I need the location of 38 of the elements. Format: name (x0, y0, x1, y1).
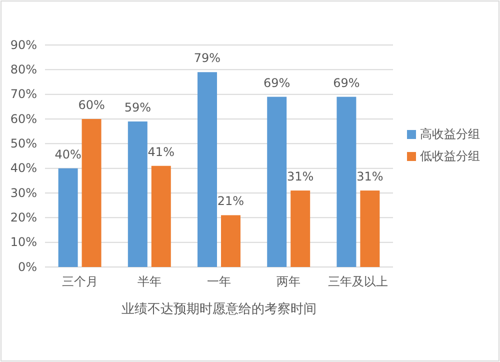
y-tick-label: 30% (10, 186, 37, 200)
y-tick-label: 20% (10, 210, 37, 225)
x-tick-label: 三个月 (62, 274, 98, 289)
bar (336, 96, 356, 267)
y-tick-label: 50% (10, 136, 37, 151)
bar (360, 190, 380, 267)
legend-label: 低收益分组 (420, 149, 480, 163)
y-tick-label: 80% (10, 62, 37, 77)
bar (58, 168, 78, 267)
y-tick-label: 0% (18, 260, 37, 274)
x-tick-label: 一年 (207, 274, 231, 289)
bar (82, 119, 102, 267)
text: 60% (78, 98, 105, 112)
bar (267, 96, 287, 267)
text: 79% (194, 51, 221, 66)
bar (290, 190, 310, 267)
legend-label: 高收益分组 (420, 127, 480, 141)
text: 41% (148, 144, 174, 159)
y-tick-label: 70% (10, 87, 37, 102)
text: 69% (264, 76, 290, 90)
y-tick-label: 60% (10, 112, 37, 126)
y-tick-label: 40% (10, 161, 37, 176)
bar (198, 72, 217, 267)
bar (128, 121, 148, 267)
text: 40% (54, 147, 82, 162)
y-tick-label: 10% (10, 235, 37, 250)
x-tick-label: 半年 (137, 274, 162, 289)
text: 69% (333, 76, 360, 90)
x-tick-label: 两年 (276, 274, 301, 289)
y-tick-label: 90% (10, 38, 37, 52)
x-axis-title: 业绩不达预期时愿意给的考察时间 (122, 301, 316, 317)
text: 31% (356, 170, 384, 184)
bar (151, 166, 171, 267)
bar (221, 215, 240, 267)
text: 21% (217, 194, 244, 208)
text: 59% (124, 100, 151, 114)
x-tick-label: 三年及以上 (328, 274, 388, 289)
text: 31% (287, 170, 314, 184)
